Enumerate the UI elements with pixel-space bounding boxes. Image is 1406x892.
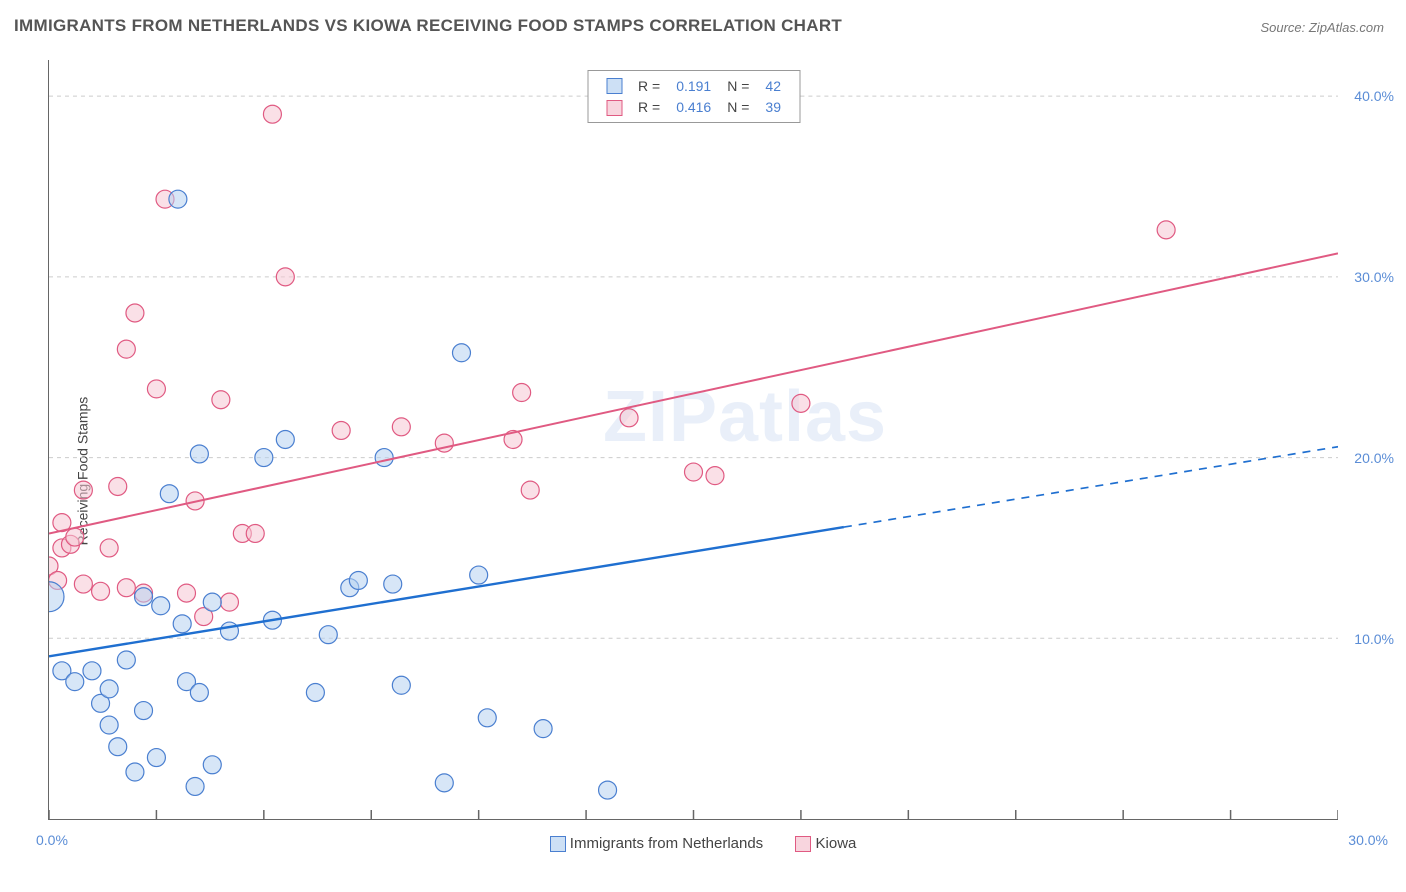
chart-title: IMMIGRANTS FROM NETHERLANDS VS KIOWA REC… [14, 16, 842, 36]
r-value: 0.191 [668, 75, 719, 96]
swatch-series-b [606, 100, 622, 116]
n-value: 42 [757, 75, 789, 96]
legend-item-series-a: Immigrants from Netherlands [550, 835, 768, 852]
chart-svg [49, 60, 1338, 819]
r-value: 0.416 [668, 96, 719, 117]
source-name: ZipAtlas.com [1309, 20, 1384, 35]
legend-label-series-b: Kiowa [816, 835, 857, 852]
correlation-stat-box: R = 0.191 N = 42 R = 0.416 N = 39 [587, 70, 800, 123]
legend-item-series-b: Kiowa [795, 835, 856, 852]
source-attribution: Source: ZipAtlas.com [1260, 20, 1384, 35]
stat-row-series-a: R = 0.191 N = 42 [598, 75, 789, 96]
r-label: R = [630, 96, 668, 117]
legend-label-series-a: Immigrants from Netherlands [570, 835, 763, 852]
y-tick-label: 40.0% [1354, 88, 1394, 104]
n-value: 39 [757, 96, 789, 117]
chart-container: Receiving Food Stamps ZIPatlas 10.0%20.0… [0, 50, 1406, 892]
y-tick-label: 30.0% [1354, 269, 1394, 285]
bottom-legend: Immigrants from Netherlands Kiowa [0, 835, 1406, 852]
y-tick-label: 10.0% [1354, 631, 1394, 647]
swatch-series-b [795, 836, 811, 852]
n-label: N = [719, 75, 757, 96]
n-label: N = [719, 96, 757, 117]
swatch-series-a [606, 78, 622, 94]
plot-area: ZIPatlas 10.0%20.0%30.0%40.0% R = 0.191 … [48, 60, 1338, 820]
source-prefix: Source: [1260, 20, 1308, 35]
y-tick-label: 20.0% [1354, 450, 1394, 466]
swatch-series-a [550, 836, 566, 852]
stat-row-series-b: R = 0.416 N = 39 [598, 96, 789, 117]
r-label: R = [630, 75, 668, 96]
